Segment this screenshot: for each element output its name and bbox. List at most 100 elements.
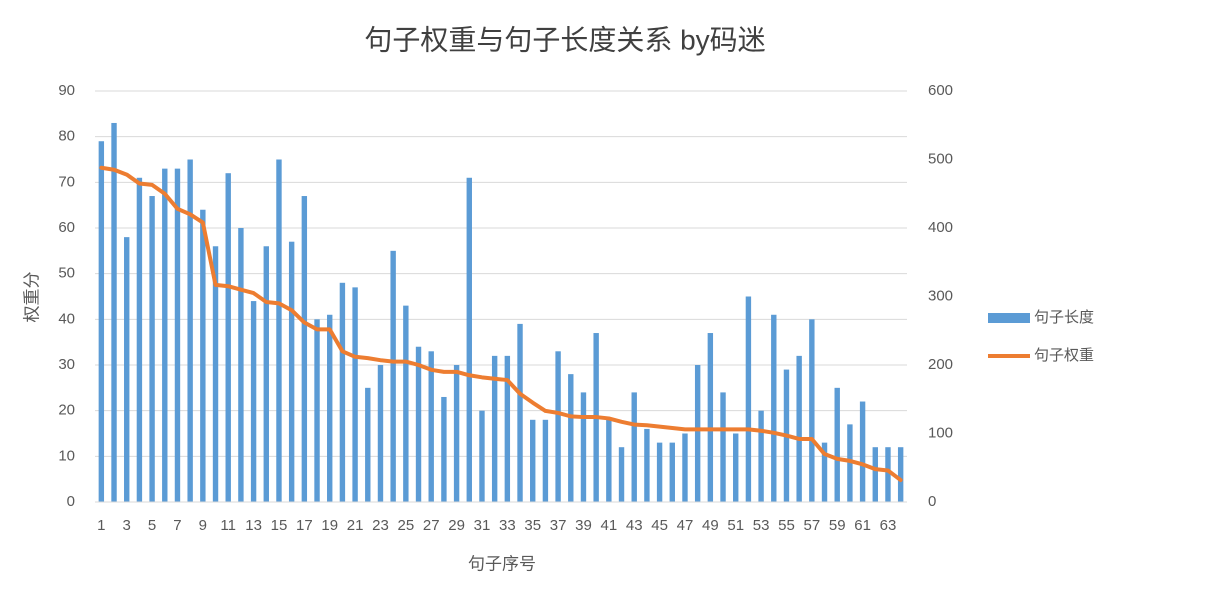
- bar: [872, 447, 878, 502]
- bar: [885, 447, 891, 502]
- bar: [682, 433, 688, 502]
- bar: [771, 314, 777, 502]
- x-tick-label: 45: [651, 517, 668, 534]
- bar: [580, 392, 587, 502]
- x-tick-label: 59: [829, 517, 846, 534]
- line: [99, 165, 903, 483]
- y-axis-title: 权重分: [22, 272, 41, 323]
- y-tick-label: 60: [58, 219, 75, 236]
- bar: [897, 447, 904, 502]
- bar: [238, 228, 244, 502]
- x-tick-label: 19: [321, 517, 338, 534]
- y2-tick-label: 100: [928, 424, 953, 441]
- bar: [352, 287, 358, 502]
- x-tick-label: 23: [372, 517, 389, 534]
- bar: [821, 442, 828, 502]
- bar: [365, 387, 371, 502]
- bar: [504, 355, 511, 502]
- x-tick-label: 43: [626, 517, 643, 534]
- x-tick-label: 61: [854, 517, 871, 534]
- bar: [720, 392, 726, 502]
- bar: [809, 319, 815, 502]
- x-axis-title: 句子序号: [468, 554, 536, 573]
- y2-tick-label: 600: [928, 82, 953, 99]
- bar: [124, 237, 130, 502]
- x-tick-label: 29: [448, 517, 465, 534]
- bar: [631, 392, 637, 502]
- bar: [441, 396, 447, 502]
- x-tick-label: 7: [173, 517, 181, 534]
- x-tick-label: 41: [601, 517, 618, 534]
- bar: [568, 374, 574, 502]
- legend-label: 句子权重: [1034, 347, 1094, 364]
- bar: [491, 355, 498, 502]
- bar: [847, 424, 853, 502]
- bar: [453, 365, 460, 502]
- bar: [796, 355, 802, 502]
- bar: [314, 319, 320, 502]
- x-tick-label: 11: [220, 517, 236, 534]
- x-tick-label: 27: [423, 517, 440, 534]
- bar: [669, 442, 675, 502]
- bar: [200, 209, 206, 502]
- x-tick-label: 53: [753, 517, 770, 534]
- bar: [733, 433, 739, 502]
- bar: [263, 246, 269, 502]
- bar: [98, 141, 105, 502]
- bar: [479, 410, 485, 502]
- bar: [555, 351, 561, 502]
- y2-tick-label: 0: [928, 493, 936, 510]
- x-tick-label: 47: [677, 517, 694, 534]
- bar: [415, 346, 422, 502]
- y2-tick-label: 200: [928, 356, 953, 373]
- y-tick-label: 50: [58, 265, 75, 282]
- x-tick-label: 57: [804, 517, 821, 534]
- bar: [656, 442, 663, 502]
- y-tick-label: 10: [58, 447, 75, 464]
- bar: [149, 196, 155, 503]
- chart-title: 句子权重与句子长度关系 by码迷: [364, 24, 765, 55]
- bar: [834, 387, 840, 502]
- bar: [606, 419, 612, 502]
- x-tick-label: 37: [550, 517, 567, 534]
- bar: [327, 314, 333, 502]
- bar: [187, 159, 193, 502]
- legend-swatch: [988, 313, 1030, 323]
- x-tick-label: 5: [148, 517, 156, 534]
- y-tick-label: 70: [58, 173, 75, 190]
- bar: [618, 447, 625, 502]
- x-tick-label: 13: [245, 517, 262, 534]
- bar: [250, 301, 257, 502]
- x-tick-label: 39: [575, 517, 592, 534]
- x-tick-label: 3: [123, 517, 131, 534]
- y-tick-label: 20: [58, 402, 75, 419]
- bar: [542, 419, 549, 502]
- bar: [758, 410, 764, 502]
- bar: [377, 365, 384, 502]
- x-tick-label: 17: [296, 517, 313, 534]
- x-tick-label: 9: [199, 517, 207, 534]
- bar: [301, 196, 308, 503]
- x-tick-label: 1: [97, 517, 105, 534]
- x-tick-label: 25: [398, 517, 415, 534]
- x-tick-label: 33: [499, 517, 516, 534]
- bar: [694, 365, 701, 502]
- bar: [428, 351, 434, 502]
- y-tick-label: 80: [58, 128, 75, 145]
- legend-label: 句子长度: [1034, 309, 1094, 326]
- x-tick-label: 15: [271, 517, 288, 534]
- bar: [390, 250, 396, 502]
- bar: [466, 177, 472, 502]
- y-tick-label: 0: [67, 493, 75, 510]
- y2-tick-label: 300: [928, 287, 953, 304]
- bar: [162, 168, 168, 502]
- x-tick-label: 55: [778, 517, 795, 534]
- bar: [403, 305, 409, 502]
- y-tick-label: 90: [58, 82, 75, 99]
- bar: [707, 333, 714, 502]
- y2-tick-label: 500: [928, 150, 953, 167]
- bar: [339, 282, 346, 502]
- bar: [517, 323, 523, 502]
- bar: [212, 246, 219, 502]
